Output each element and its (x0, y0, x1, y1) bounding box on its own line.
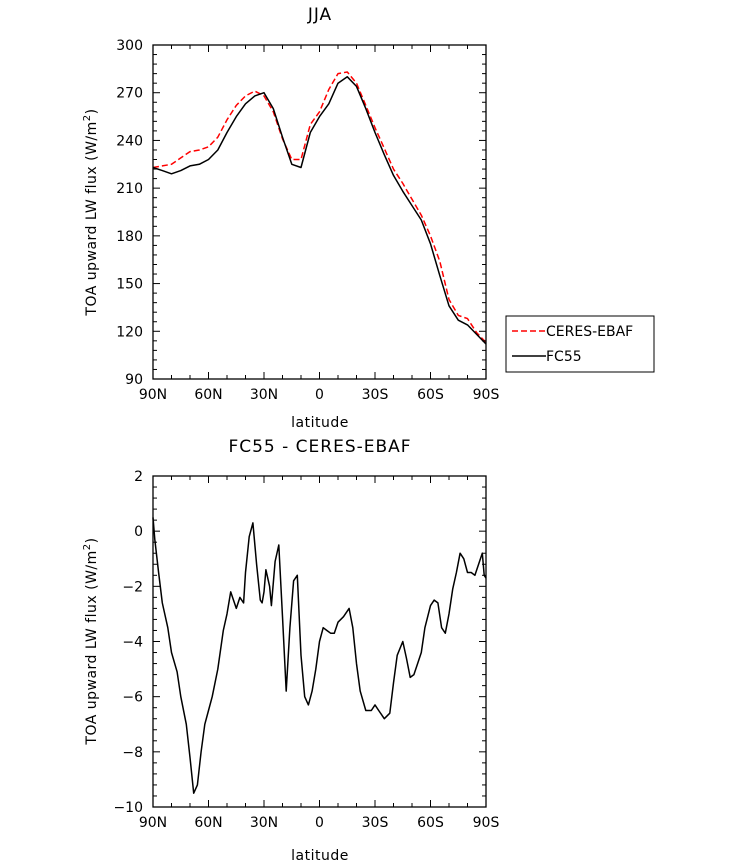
x-tick-label: 30N (250, 815, 278, 831)
y-axis-label-close: ) (84, 537, 100, 543)
x-tick-label: 90S (473, 815, 500, 831)
x-tick-label: 60S (417, 387, 444, 403)
y-axis-label-close: ) (84, 108, 100, 114)
y-tick-label: 270 (116, 86, 143, 102)
x-tick-label: 90N (139, 387, 167, 403)
y-tick-label: 90 (125, 372, 143, 388)
x-tick-label: 30S (362, 815, 389, 831)
x-tick-label: 0 (315, 815, 324, 831)
x-tick-label: 90S (473, 387, 500, 403)
x-tick-label: 60S (417, 815, 444, 831)
y-tick-label: 2 (134, 469, 143, 485)
y-tick-label: −10 (113, 800, 143, 816)
y-tick-label: 180 (116, 229, 143, 245)
y-axis-label-superscript: 2 (82, 114, 93, 121)
series-layer (152, 71, 487, 345)
lower-panel-difference: FC55 - CERES-EBAF 90N 60N 30N 0 30S 60S 90S −10… (82, 437, 499, 864)
upper-panel-jja: JJA 90N 60N 30N 0 30S 60S 90S 90 120 150 180 210 240… (82, 5, 655, 431)
series-line-fc55-ceres-ebaf (152, 517, 487, 794)
x-tick-label: 60N (194, 815, 222, 831)
x-axis-label: latitude (291, 415, 349, 431)
x-tick-label: 90N (139, 815, 167, 831)
y-axis-label-superscript: 2 (82, 543, 93, 550)
y-tick-label: 210 (116, 181, 143, 197)
y-axis-label: TOA upward LW flux (W/m2) (82, 537, 100, 745)
y-tick-label: −8 (122, 745, 143, 761)
legend: CERES-EBAF FC55 (505, 315, 655, 373)
y-tick-label: −2 (122, 579, 143, 595)
chart-title-difference: FC55 - CERES-EBAF (228, 437, 411, 457)
y-tick-label: −4 (122, 635, 143, 651)
y-axis-label: TOA upward LW flux (W/m2) (82, 108, 100, 316)
axis-ticks: 90N 60N 30N 0 30S 60S 90S −10 −8 −6 −4 −2 0 2 (113, 469, 499, 831)
y-tick-label: 0 (134, 524, 143, 540)
x-tick-label: 30S (362, 387, 389, 403)
x-tick-label: 0 (315, 387, 324, 403)
y-tick-label: 240 (116, 133, 143, 149)
series-line-ceres-ebaf (152, 71, 487, 343)
x-axis-label: latitude (291, 848, 349, 864)
y-tick-label: −6 (122, 690, 143, 706)
series-line-fc55 (152, 76, 487, 345)
axis-ticks: 90N 60N 30N 0 30S 60S 90S 90 120 150 180 210 240 270 3… (116, 38, 499, 403)
y-tick-label: 120 (116, 324, 143, 340)
x-tick-label: 30N (250, 387, 278, 403)
chart-title-jja: JJA (307, 5, 332, 25)
y-axis-label-main: TOA upward LW flux (W/m (84, 121, 100, 316)
x-tick-label: 60N (194, 387, 222, 403)
legend-box (505, 315, 655, 373)
y-axis-label-main: TOA upward LW flux (W/m (84, 550, 100, 745)
series-layer (152, 517, 487, 794)
y-tick-label: 150 (116, 277, 143, 293)
legend-label-ceres-ebaf: CERES-EBAF (546, 324, 633, 340)
y-tick-label: 300 (116, 38, 143, 54)
legend-label-fc55: FC55 (546, 349, 582, 365)
plot-frame (152, 44, 487, 380)
